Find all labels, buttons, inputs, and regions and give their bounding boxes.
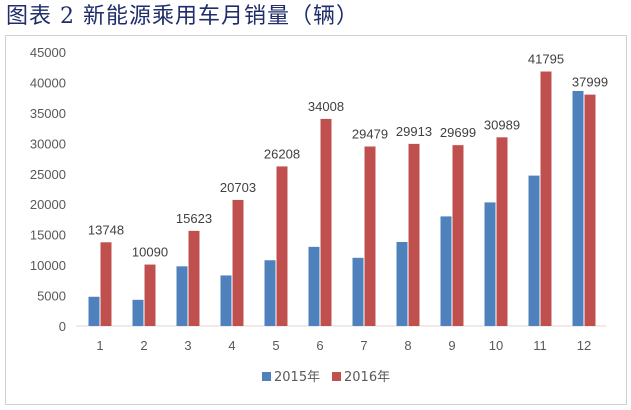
- bar-series2: [364, 146, 376, 326]
- bar-series1: [440, 216, 452, 326]
- y-tick-label: 25000: [30, 167, 66, 182]
- bar-series2: [144, 264, 156, 326]
- y-tick-label: 10000: [30, 258, 66, 273]
- bar-data-label: 41795: [528, 52, 564, 67]
- bar-series1: [264, 260, 276, 326]
- bar-series1: [132, 299, 144, 326]
- bars: [88, 71, 596, 326]
- y-tick-label: 35000: [30, 106, 66, 121]
- legend-swatch: [262, 372, 271, 381]
- bar-data-label: 30989: [484, 117, 520, 132]
- bar-series2: [496, 137, 508, 326]
- bar-series1: [396, 241, 408, 326]
- bar-series2: [320, 118, 332, 326]
- bar-series1: [484, 202, 496, 326]
- legend-swatch: [332, 372, 341, 381]
- bar-data-label: 26208: [264, 146, 300, 161]
- bar-series1: [308, 246, 320, 326]
- bar-data-label: 20703: [220, 180, 256, 195]
- y-axis: 0 5000 10000 15000 20000 25000 30000 35000 40000…: [30, 45, 66, 334]
- bar-data-label: 29479: [352, 127, 388, 142]
- data-labels: 13748 10090 15623 20703 26208 34008 29479 29913…: [88, 52, 608, 260]
- bar-series1: [220, 275, 232, 326]
- legend-label: 2016年: [344, 370, 390, 385]
- x-tick-label: 2: [140, 338, 147, 353]
- legend: 2015年 2016年: [262, 370, 390, 385]
- x-tick-label: 5: [272, 338, 279, 353]
- bar-data-label: 15623: [176, 211, 212, 226]
- bar-series1: [176, 266, 188, 326]
- bar-series2: [452, 145, 464, 326]
- bar-series1: [352, 257, 364, 326]
- bar-series2: [232, 199, 244, 326]
- y-tick-label: 45000: [30, 45, 66, 60]
- bar-chart: 0 5000 10000 15000 20000 25000 30000 35000 40000…: [30, 45, 608, 385]
- y-tick-label: 20000: [30, 197, 66, 212]
- y-tick-label: 30000: [30, 136, 66, 151]
- x-tick-label: 3: [184, 338, 191, 353]
- bar-series1: [528, 175, 540, 326]
- bar-data-label: 13748: [88, 222, 124, 237]
- x-tick-label: 6: [316, 338, 323, 353]
- x-tick-label: 4: [228, 338, 235, 353]
- y-tick-label: 15000: [30, 228, 66, 243]
- y-tick-label: 40000: [30, 75, 66, 90]
- y-tick-label: 5000: [37, 289, 66, 304]
- y-tick-label: 0: [59, 319, 66, 334]
- bar-series2: [100, 242, 112, 326]
- x-tick-label: 7: [360, 338, 367, 353]
- bar-data-label: 29913: [396, 124, 432, 139]
- bar-series1: [88, 296, 100, 326]
- bar-series2: [276, 166, 288, 326]
- bar-data-label: 34008: [308, 99, 344, 114]
- bar-data-label: 29699: [440, 125, 476, 140]
- bar-series2: [540, 71, 552, 326]
- x-tick-label: 10: [489, 338, 503, 353]
- bar-data-label: 37999: [572, 75, 608, 90]
- x-tick-label: 8: [404, 338, 411, 353]
- bar-data-label: 10090: [132, 245, 168, 260]
- legend-label: 2015年: [274, 370, 320, 385]
- bar-series2: [408, 143, 420, 326]
- chart-frame: 0 5000 10000 15000 20000 25000 30000 35000 40000…: [5, 35, 627, 405]
- x-tick-label: 11: [533, 338, 547, 353]
- x-tick-label: 1: [96, 338, 103, 353]
- x-tick-label: 9: [448, 338, 455, 353]
- bar-series2: [188, 230, 200, 326]
- bar-series2: [584, 94, 596, 326]
- x-axis: 1 2 3 4 5 6 7 8 9 10 11 12: [76, 325, 606, 353]
- x-tick-label: 12: [577, 338, 591, 353]
- page-title: 图表 2 新能源乘用车月销量（辆）: [6, 4, 359, 29]
- bar-series1: [572, 90, 584, 326]
